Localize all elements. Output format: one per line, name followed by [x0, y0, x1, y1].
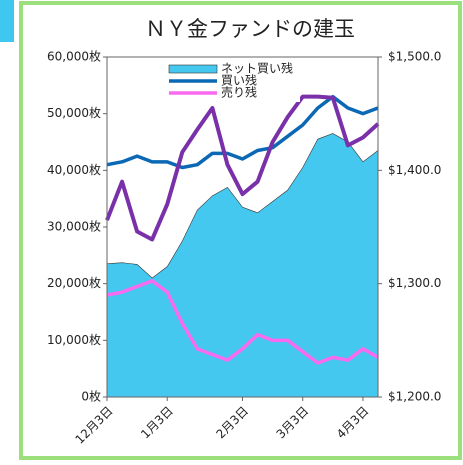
y2-tick-label: $1,500.0 [388, 50, 441, 64]
legend-swatch [168, 64, 218, 74]
y-tick-label: 30,000枚 [47, 219, 101, 234]
y-tick-label: 10,000枚 [47, 332, 101, 347]
y2-tick-label: $1,200.0 [388, 390, 441, 404]
corner-block [0, 0, 14, 42]
legend-label: ネット買い残 [221, 62, 293, 76]
y-tick-label: 40,000枚 [47, 162, 101, 177]
y-tick-label: 60,000枚 [47, 49, 101, 64]
y2-tick-label: $1,400.0 [388, 163, 441, 177]
chart-title: ＮＹ金ファンドの建玉 [145, 17, 355, 41]
area [106, 133, 379, 398]
y-tick-label: 50,000枚 [47, 105, 101, 120]
y-tick-label: 0枚 [81, 389, 101, 404]
y2-tick-label: $1,300.0 [388, 276, 441, 290]
legend-label: 売り残 [221, 85, 257, 100]
y-tick-label: 20,000枚 [47, 275, 101, 290]
line [105, 94, 380, 242]
legend-label: 買い残 [221, 74, 257, 88]
line [106, 279, 379, 365]
